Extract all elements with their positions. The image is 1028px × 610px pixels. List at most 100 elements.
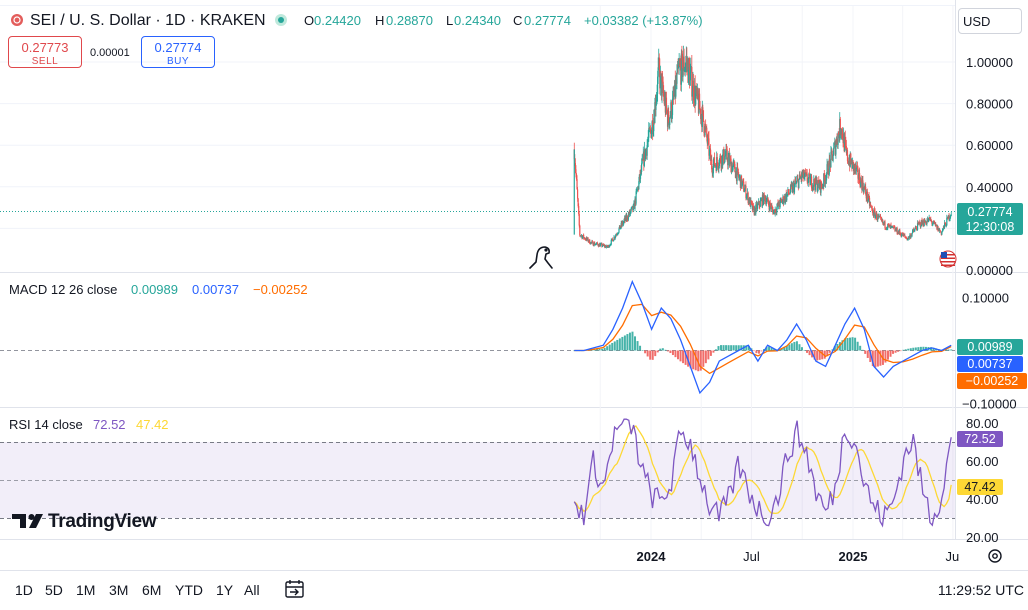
candle-body-273: [724, 155, 726, 162]
macd-hist-bar-36: [664, 349, 667, 351]
candle-body-234: [702, 110, 705, 122]
dinosaur-icon[interactable]: [529, 246, 553, 269]
macd-hist-bar-97: [818, 350, 821, 360]
currency-selector[interactable]: USD: [958, 8, 1022, 34]
candle-body-113: [636, 190, 638, 192]
candle-body-287: [732, 166, 734, 172]
date-range-icon[interactable]: [285, 580, 304, 598]
candle-body-638: [925, 224, 928, 225]
candle-body-173: [669, 117, 671, 126]
candle-body-461: [828, 174, 830, 176]
macd-hist-bar-132: [907, 348, 910, 351]
candle-body-133: [647, 142, 649, 146]
candle-body-438: [815, 177, 817, 184]
candle-body-539: [871, 207, 873, 209]
candle-body-17: [583, 234, 585, 239]
candle-body-4: [575, 174, 578, 180]
candle-body-617: [914, 229, 916, 231]
macd-histogram[interactable]: [573, 331, 953, 372]
macd-line[interactable]: [574, 279, 952, 395]
candle-body-664: [940, 231, 942, 233]
candle-body-603: [906, 238, 908, 241]
rsi-title[interactable]: RSI 14 close: [9, 417, 83, 432]
macd-hist-bar-31: [651, 350, 654, 360]
candle-body-590: [899, 230, 901, 234]
macd-hist-bar-22: [628, 332, 631, 351]
candle-body-251: [712, 173, 714, 175]
candles[interactable]: [573, 45, 952, 249]
macd-hist-bar-79: [773, 348, 776, 351]
sei-logo-icon: [11, 14, 23, 26]
macd-value-badge: [957, 339, 1023, 355]
candle-body-493: [845, 146, 847, 154]
candle-body-90: [623, 220, 625, 223]
candle-body-265: [719, 156, 722, 163]
time-tick-2: 2025: [839, 549, 868, 564]
candle-body-432: [812, 185, 814, 190]
candle-body-470: [833, 147, 835, 156]
timeframe-3m[interactable]: 3M: [109, 582, 129, 598]
symbol-title[interactable]: SEI / U. S. Dollar · 1D · KRAKEN: [30, 12, 266, 29]
buy-label: BUY: [166, 56, 190, 67]
timeframe-1d[interactable]: 1D: [15, 582, 33, 598]
macd-hist-bar-68: [745, 345, 748, 351]
market-status-dot: [278, 17, 284, 23]
timeframe-1y[interactable]: 1Y: [216, 582, 234, 598]
candle-body-652: [933, 221, 935, 223]
buy-price: 0.27774: [154, 40, 202, 55]
candle-body-213: [691, 66, 693, 97]
candle-body-245: [708, 149, 711, 156]
macd-title[interactable]: MACD 12 26 close: [9, 282, 117, 297]
rsi-tick-0: 80.00: [966, 416, 999, 431]
candle-body-450: [822, 185, 824, 188]
timeframe-6m[interactable]: 6M: [142, 582, 162, 598]
timeframe-all[interactable]: All: [244, 582, 260, 598]
macd-hist-bar-108: [846, 338, 849, 351]
candle-body-385: [786, 194, 788, 201]
hist-value-badge: [957, 373, 1027, 389]
candle-body-6: [576, 189, 579, 199]
candle-body-274: [724, 155, 727, 157]
time-tick-1: Jul: [743, 549, 760, 564]
candle-body-146: [654, 102, 656, 124]
utc-clock[interactable]: 11:29:52 UTC: [937, 582, 1024, 598]
candle-body-42: [596, 242, 599, 245]
rsi-line[interactable]: [573, 418, 952, 528]
candle-body-392: [790, 184, 792, 193]
time-tick-3: Ju: [945, 549, 959, 564]
candle-body-160: [661, 80, 664, 82]
candle-body-50: [601, 243, 603, 247]
candle-body-351: [767, 197, 769, 203]
macd-hist-bar-118: [871, 350, 874, 367]
candle-body-343: [762, 193, 765, 205]
candle-body-37: [594, 242, 596, 245]
price-tick-1: 0.80000: [966, 97, 1013, 112]
macd-hist-bar-135: [914, 347, 917, 351]
candle-body-458: [826, 164, 828, 174]
candle-body-613: [912, 230, 914, 234]
usd-flag-icon[interactable]: [939, 250, 957, 268]
timeframe-1m[interactable]: 1M: [76, 582, 96, 598]
time-axis-settings-icon[interactable]: [988, 549, 1002, 563]
timeframe-5d[interactable]: 5D: [45, 582, 63, 598]
timeframe-ytd[interactable]: YTD: [175, 582, 203, 598]
macd-hist-bar-74: [760, 350, 763, 352]
buy-button[interactable]: 0.27774 BUY: [141, 36, 215, 68]
candle-body-683: [950, 214, 952, 216]
candle-body-156: [659, 71, 661, 89]
time-grid: [599, 6, 954, 539]
rsi-tick-3: 20.00: [966, 530, 999, 545]
sell-button[interactable]: 0.27773 SELL: [8, 36, 82, 68]
macd-hist-bar-78: [770, 347, 773, 351]
candle-body-297: [737, 168, 739, 175]
candle-body-157: [660, 71, 662, 74]
candle-body-195: [681, 53, 683, 55]
macd-hist-bar-134: [912, 347, 915, 351]
candle-body-290: [733, 162, 735, 164]
candle-body-168: [666, 109, 668, 113]
candle-body-492: [845, 142, 847, 147]
macd-hist-bar-77: [768, 346, 771, 351]
candle-body-201: [684, 67, 686, 71]
macd-hist-bar-9: [596, 349, 599, 351]
